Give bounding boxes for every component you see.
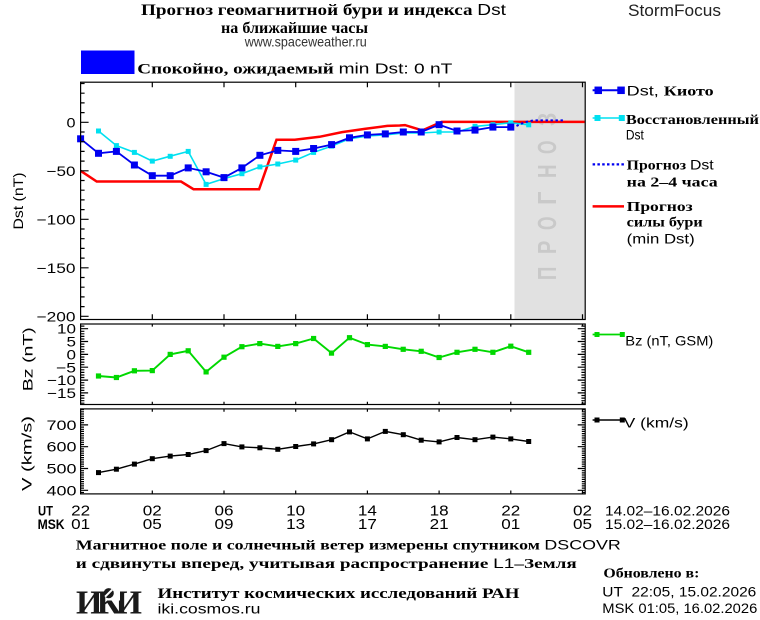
- svg-text:Bz (nT): Bz (nT): [19, 327, 35, 391]
- svg-text:Институт космических исследова: Институт космических исследований РАН: [158, 586, 520, 602]
- svg-text:Dst (nT): Dst (nT): [10, 173, 26, 230]
- svg-text:Н: Н: [532, 165, 562, 179]
- svg-text:(min Dst): (min Dst): [627, 231, 695, 247]
- svg-text:Восстановленный: Восстановленный: [626, 113, 759, 128]
- svg-text:600: 600: [47, 439, 77, 455]
- svg-text:22: 22: [501, 503, 520, 520]
- svg-text:22: 22: [71, 503, 90, 520]
- svg-text:10: 10: [286, 503, 305, 520]
- svg-text:13: 13: [286, 516, 305, 533]
- svg-text:StormFocus: StormFocus: [628, 2, 721, 20]
- svg-text:15.02–16.02.2026: 15.02–16.02.2026: [605, 516, 730, 532]
- svg-text:−50: −50: [47, 163, 76, 179]
- svg-text:О: О: [532, 140, 562, 154]
- svg-text:Bz (nT, GSM): Bz (nT, GSM): [625, 333, 713, 349]
- svg-text:Обновлено в:: Обновлено в:: [603, 567, 699, 582]
- svg-text:MSK 01:05, 16.02.2026: MSK 01:05, 16.02.2026: [602, 601, 757, 616]
- svg-text:Прогноз Dst: Прогноз Dst: [627, 157, 714, 174]
- svg-text:−15: −15: [47, 385, 76, 401]
- svg-text:5: 5: [67, 334, 77, 350]
- svg-text:UT 22:05, 15.02.2026: UT 22:05, 15.02.2026: [602, 585, 756, 600]
- svg-text:Г: Г: [532, 191, 562, 205]
- svg-text:V (km/s): V (km/s): [19, 416, 35, 491]
- svg-text:−100: −100: [37, 211, 76, 227]
- svg-text:500: 500: [47, 461, 77, 477]
- svg-text:05: 05: [573, 516, 592, 533]
- svg-text:V (km/s): V (km/s): [624, 415, 689, 431]
- svg-text:Dst: Dst: [626, 127, 644, 143]
- svg-text:−200: −200: [37, 308, 76, 324]
- svg-text:Прогноз геомагнитной бури и ин: Прогноз геомагнитной бури и индекса Dst: [141, 2, 507, 19]
- svg-text:на 2–4 часа: на 2–4 часа: [627, 176, 718, 191]
- svg-text:10: 10: [57, 321, 76, 337]
- svg-text:MSK: MSK: [38, 516, 65, 532]
- svg-text:02: 02: [573, 503, 592, 520]
- svg-text:UT: UT: [38, 503, 53, 519]
- svg-text:−150: −150: [37, 260, 76, 276]
- svg-text:и сдвинуты вперед, учитывая ра: и сдвинуты вперед, учитывая распростране…: [76, 555, 578, 572]
- svg-text:02: 02: [143, 503, 162, 520]
- svg-text:06: 06: [215, 503, 234, 520]
- svg-text:14.02–16.02.2026: 14.02–16.02.2026: [605, 503, 730, 519]
- svg-text:Р: Р: [532, 241, 562, 255]
- svg-text:09: 09: [215, 516, 234, 533]
- svg-text:18: 18: [430, 503, 449, 520]
- svg-text:−10: −10: [47, 372, 76, 388]
- svg-text:П: П: [532, 267, 562, 281]
- svg-text:Спокойно, ожидаемый min Dst: 0: Спокойно, ожидаемый min Dst: 0 nT: [137, 61, 452, 78]
- svg-text:силы бури: силы бури: [627, 216, 703, 231]
- svg-text:21: 21: [430, 516, 449, 533]
- svg-text:0: 0: [67, 346, 77, 362]
- svg-text:400: 400: [47, 482, 77, 498]
- svg-text:на ближайшие часы: на ближайшие часы: [221, 20, 368, 37]
- svg-text:www.spaceweather.ru: www.spaceweather.ru: [244, 34, 367, 50]
- svg-text:Dst, Киото: Dst, Киото: [627, 82, 714, 99]
- svg-text:05: 05: [143, 516, 162, 533]
- svg-text:Прогноз: Прогноз: [627, 200, 693, 215]
- svg-text:700: 700: [47, 417, 77, 433]
- svg-text:0: 0: [67, 114, 76, 130]
- svg-text:17: 17: [358, 516, 377, 533]
- svg-text:01: 01: [501, 516, 520, 533]
- svg-text:О: О: [532, 217, 562, 231]
- svg-text:Магнитное поле и солнечный вет: Магнитное поле и солнечный ветер измерен…: [76, 537, 621, 554]
- svg-text:01: 01: [71, 516, 90, 533]
- svg-text:iki.cosmos.ru: iki.cosmos.ru: [158, 601, 261, 617]
- svg-text:14: 14: [358, 503, 377, 520]
- svg-text:−5: −5: [56, 359, 76, 375]
